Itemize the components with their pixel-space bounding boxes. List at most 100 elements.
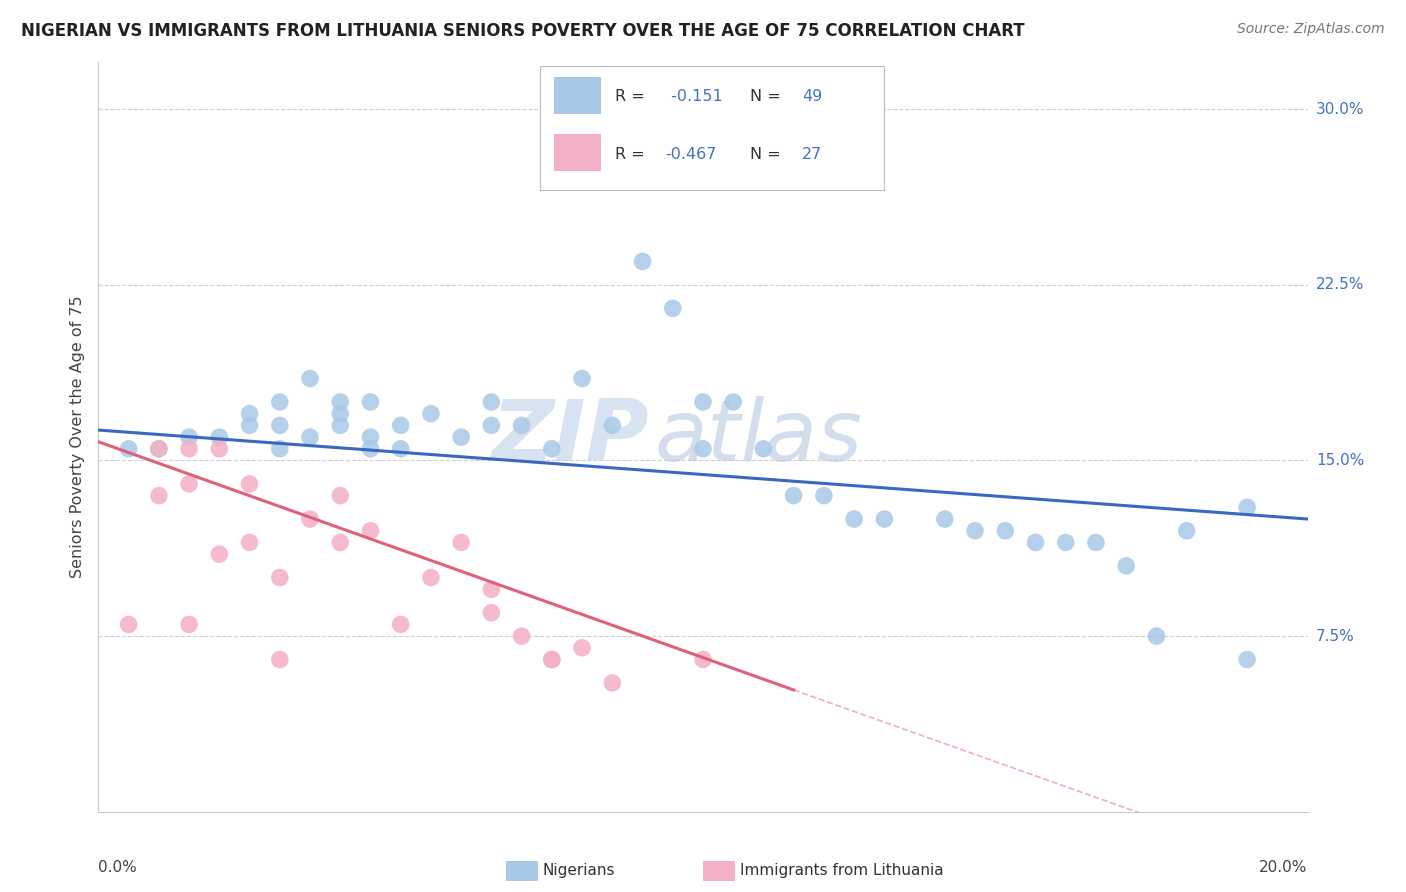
Text: N =: N = — [751, 88, 786, 103]
FancyBboxPatch shape — [554, 77, 600, 112]
Point — [148, 442, 170, 456]
Point — [239, 418, 262, 433]
Text: 30.0%: 30.0% — [1316, 102, 1364, 117]
Point — [360, 524, 382, 538]
Point — [329, 418, 352, 433]
Point — [148, 489, 170, 503]
Point — [177, 476, 201, 491]
Point — [299, 430, 322, 444]
Point — [329, 395, 352, 409]
Text: atlas: atlas — [655, 395, 863, 479]
Point — [692, 395, 714, 409]
Point — [1054, 535, 1077, 549]
Point — [419, 571, 441, 585]
Point — [481, 606, 503, 620]
Point — [450, 430, 472, 444]
Point — [269, 395, 291, 409]
Point — [419, 407, 441, 421]
Point — [329, 407, 352, 421]
Text: R =: R = — [614, 88, 650, 103]
Point — [177, 442, 201, 456]
Text: 49: 49 — [803, 88, 823, 103]
Point — [118, 442, 141, 456]
Point — [1175, 524, 1198, 538]
Point — [782, 489, 804, 503]
Point — [540, 652, 562, 666]
Point — [389, 418, 412, 433]
Point — [269, 652, 291, 666]
Point — [540, 652, 562, 666]
FancyBboxPatch shape — [540, 66, 884, 190]
Y-axis label: Seniors Poverty Over the Age of 75: Seniors Poverty Over the Age of 75 — [70, 296, 86, 578]
Point — [239, 476, 262, 491]
Point — [571, 371, 593, 385]
Point — [873, 512, 896, 526]
FancyBboxPatch shape — [554, 134, 600, 169]
Text: -0.151: -0.151 — [665, 88, 723, 103]
Point — [208, 430, 231, 444]
Text: Nigerians: Nigerians — [543, 863, 616, 878]
Point — [239, 535, 262, 549]
Point — [481, 582, 503, 597]
Point — [269, 418, 291, 433]
Point — [299, 512, 322, 526]
Point — [360, 430, 382, 444]
Point — [965, 524, 987, 538]
Point — [631, 254, 654, 268]
Point — [1236, 500, 1258, 515]
Point — [481, 395, 503, 409]
Point — [208, 442, 231, 456]
Point — [329, 489, 352, 503]
Point — [1115, 558, 1137, 573]
Point — [752, 442, 775, 456]
Point — [269, 571, 291, 585]
Text: Immigrants from Lithuania: Immigrants from Lithuania — [740, 863, 943, 878]
Point — [844, 512, 866, 526]
Point — [208, 547, 231, 561]
Point — [389, 442, 412, 456]
Text: ZIP: ZIP — [491, 395, 648, 479]
Point — [1024, 535, 1046, 549]
Point — [602, 418, 624, 433]
Point — [692, 652, 714, 666]
Text: 7.5%: 7.5% — [1316, 629, 1354, 644]
Point — [269, 442, 291, 456]
Point — [1085, 535, 1108, 549]
Point — [177, 617, 201, 632]
Point — [239, 407, 262, 421]
Point — [148, 442, 170, 456]
Text: 22.5%: 22.5% — [1316, 277, 1364, 293]
Point — [692, 442, 714, 456]
Point — [813, 489, 835, 503]
Text: 27: 27 — [803, 147, 823, 162]
Point — [540, 442, 562, 456]
Text: N =: N = — [751, 147, 786, 162]
Point — [299, 371, 322, 385]
Point — [602, 676, 624, 690]
Point — [571, 640, 593, 655]
Point — [389, 617, 412, 632]
Text: NIGERIAN VS IMMIGRANTS FROM LITHUANIA SENIORS POVERTY OVER THE AGE OF 75 CORRELA: NIGERIAN VS IMMIGRANTS FROM LITHUANIA SE… — [21, 22, 1025, 40]
Point — [360, 395, 382, 409]
Text: 20.0%: 20.0% — [1260, 861, 1308, 875]
Point — [1236, 652, 1258, 666]
Point — [661, 126, 683, 140]
Text: 0.0%: 0.0% — [98, 861, 138, 875]
Text: 15.0%: 15.0% — [1316, 453, 1364, 468]
Point — [329, 535, 352, 549]
Point — [934, 512, 956, 526]
Point — [450, 535, 472, 549]
Text: R =: R = — [614, 147, 650, 162]
Point — [481, 418, 503, 433]
Point — [118, 617, 141, 632]
Text: Source: ZipAtlas.com: Source: ZipAtlas.com — [1237, 22, 1385, 37]
Point — [1144, 629, 1167, 643]
Point — [994, 524, 1017, 538]
Text: -0.467: -0.467 — [665, 147, 717, 162]
Point — [510, 418, 533, 433]
Point — [360, 442, 382, 456]
Point — [510, 629, 533, 643]
Point — [177, 430, 201, 444]
Point — [721, 395, 744, 409]
Point — [661, 301, 683, 316]
